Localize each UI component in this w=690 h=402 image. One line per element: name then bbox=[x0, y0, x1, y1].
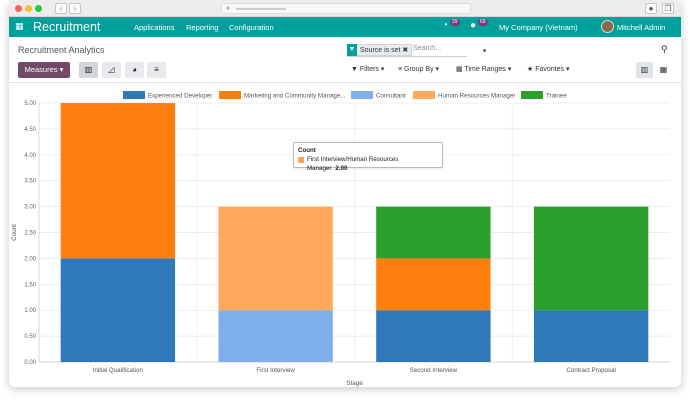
legend-swatch bbox=[123, 91, 145, 99]
y-tick-label: 4.50 bbox=[24, 127, 36, 133]
legend-label: Consultant bbox=[376, 93, 406, 100]
bar-segment bbox=[376, 310, 491, 362]
url-placeholder bbox=[236, 8, 286, 10]
maximize-window-dot[interactable] bbox=[35, 5, 42, 12]
menu-reporting[interactable]: Reporting bbox=[186, 23, 219, 32]
pie-chart-icon[interactable]: ◕ bbox=[125, 62, 144, 78]
back-arrow-icon[interactable]: ‹ bbox=[55, 3, 67, 14]
y-tick-label: 0.00 bbox=[24, 360, 36, 366]
legend-label: Marketing and Community Manage... bbox=[244, 93, 346, 100]
x-tick-label: First Interview bbox=[256, 367, 295, 374]
bar-segment bbox=[218, 310, 333, 362]
tooltip-value: 2.00 bbox=[335, 165, 348, 172]
apps-grid-icon[interactable]: ▦ bbox=[15, 21, 24, 31]
y-tick-label: 4.00 bbox=[24, 153, 36, 159]
tooltip-title: Count bbox=[298, 147, 316, 154]
app-brand[interactable]: Recruitment bbox=[33, 20, 101, 34]
user-menu[interactable]: Mitchell Admin bbox=[617, 23, 666, 32]
legend-swatch bbox=[351, 91, 373, 99]
bar-segment bbox=[218, 206, 333, 311]
legend-label: Human Resources Manager bbox=[438, 93, 515, 100]
search-icon[interactable]: ⚲ bbox=[661, 44, 668, 54]
minimize-window-dot[interactable] bbox=[25, 5, 32, 12]
y-tick-label: 1.50 bbox=[24, 282, 36, 288]
window-tabs-icon[interactable]: ❐ bbox=[662, 3, 674, 14]
x-axis-label: Stage bbox=[346, 380, 363, 387]
close-window-dot[interactable] bbox=[15, 5, 22, 12]
favorites-button[interactable]: ★ Favorites ▾ bbox=[527, 66, 570, 73]
bar-segment bbox=[376, 206, 491, 259]
page-title: Recruitment Analytics bbox=[18, 45, 105, 55]
pivot-view-icon[interactable]: ▦ bbox=[659, 65, 668, 74]
bar-segment bbox=[60, 258, 176, 362]
legend-swatch bbox=[413, 91, 435, 99]
stacked-bar-chart: 0.00 0.50 1.00 1.50 2.00 2.50 3.00 3.50 4.00 4.50… bbox=[11, 91, 670, 387]
company-switcher[interactable]: My Company (Vietnam) bbox=[499, 23, 578, 32]
y-tick-label: 3.50 bbox=[24, 179, 36, 185]
x-tick-label: Contract Proposal bbox=[566, 367, 616, 374]
filter-funnel-icon: ▼ bbox=[347, 44, 357, 56]
tooltip-label: First Interview/Human Resources Manager bbox=[307, 156, 399, 172]
y-tick-label: 5.00 bbox=[24, 101, 36, 107]
y-tick-label: 2.00 bbox=[24, 256, 36, 262]
facet-label: Source is set bbox=[360, 47, 401, 54]
search-facet[interactable]: ▼ Source is set ✖ bbox=[347, 44, 413, 56]
control-panel: Recruitment Analytics ▼ Source is set ✖ … bbox=[9, 37, 681, 83]
messages-chat-icon[interactable]: ● 69 bbox=[470, 19, 488, 31]
filters-button[interactable]: ▼ Filters ▾ bbox=[351, 66, 385, 73]
y-tick-label: 2.50 bbox=[24, 231, 36, 237]
chart-tooltip: Count First Interview/Human Resources Ma… bbox=[293, 142, 443, 172]
activity-clock-icon[interactable]: ◔ 29 bbox=[442, 19, 460, 31]
browser-chrome: ‹ › ● ● ❐ bbox=[9, 0, 681, 17]
legend-label: Experienced Developer bbox=[148, 93, 212, 100]
bar-segment bbox=[60, 103, 176, 259]
y-tick-label: 0.50 bbox=[24, 334, 36, 340]
chart-area: 0.00 0.50 1.00 1.50 2.00 2.50 3.00 3.50 4.00 4.50… bbox=[9, 84, 681, 387]
top-navbar: ▦ Recruitment Applications Reporting Con… bbox=[9, 17, 681, 37]
bar-segment bbox=[533, 206, 649, 311]
tooltip-row: First Interview/Human Resources Manager 2… bbox=[298, 155, 438, 173]
measures-button[interactable]: Measures ▾ bbox=[18, 62, 70, 78]
address-bar[interactable]: ● bbox=[221, 3, 471, 14]
legend-label: Trainee bbox=[546, 93, 567, 100]
search-input[interactable]: Search... bbox=[413, 45, 442, 52]
bar-chart-icon[interactable]: ▥ bbox=[79, 62, 98, 78]
legend-swatch bbox=[521, 91, 543, 99]
y-tick-label: 3.00 bbox=[24, 205, 36, 211]
line-chart-icon[interactable]: ◿ bbox=[102, 62, 121, 78]
download-icon[interactable]: ● bbox=[645, 3, 657, 14]
time-ranges-button[interactable]: ▦ Time Ranges ▾ bbox=[456, 66, 512, 73]
stack-icon[interactable]: ≡ bbox=[147, 62, 166, 78]
browser-window: ‹ › ● ● ❐ ▦ Recruitment Applications Rep… bbox=[9, 0, 681, 387]
lock-icon: ● bbox=[226, 5, 231, 12]
forward-arrow-icon[interactable]: › bbox=[69, 3, 81, 14]
y-axis-label: Count bbox=[11, 224, 18, 241]
y-tick-label: 1.00 bbox=[24, 308, 36, 314]
bar-segment bbox=[376, 258, 491, 311]
legend-swatch bbox=[219, 91, 241, 99]
avatar[interactable] bbox=[601, 20, 614, 33]
status-dot bbox=[483, 49, 486, 52]
graph-view-icon[interactable]: ▥ bbox=[636, 62, 653, 78]
measures-label: Measures bbox=[24, 65, 58, 74]
search-bar[interactable]: ▼ Source is set ✖ Search... bbox=[347, 43, 467, 57]
menu-applications[interactable]: Applications bbox=[134, 23, 175, 32]
bar-segment bbox=[533, 310, 649, 362]
messages-badge: 69 bbox=[478, 19, 488, 26]
x-tick-label: Second Interview bbox=[410, 367, 458, 374]
group-by-button[interactable]: ≡ Group By ▾ bbox=[398, 66, 440, 73]
x-tick-label: Initial Qualification bbox=[93, 367, 144, 374]
menu-configuration[interactable]: Configuration bbox=[229, 23, 274, 32]
remove-facet-icon[interactable]: ✖ bbox=[402, 47, 409, 54]
tooltip-swatch bbox=[298, 157, 304, 163]
activity-badge: 29 bbox=[450, 19, 460, 26]
